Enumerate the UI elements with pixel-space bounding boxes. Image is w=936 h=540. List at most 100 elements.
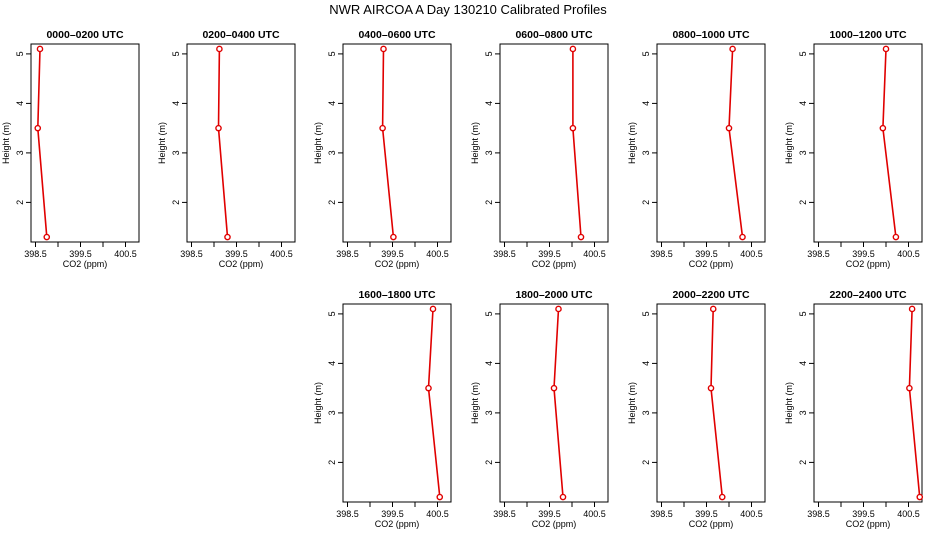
- panel-10: 2200–2400 UTC 398.5 399.5 400.5 2 3 4 5 CO2 (ppm…: [784, 289, 924, 529]
- x-tick-label: 400.5: [897, 509, 920, 519]
- x-axis-label: CO2 (ppm): [219, 259, 264, 269]
- profile-line: [217, 48, 229, 238]
- plot-frame: [342, 43, 452, 243]
- panel-6: 1000–1200 UTC 398.5 399.5 400.5 2 3 4 5 CO2 (ppm…: [784, 29, 923, 269]
- data-point: [390, 233, 397, 241]
- panel-title: 0800–1000 UTC: [672, 29, 749, 41]
- panel-3: 0400–0600 UTC 398.5 399.5 400.5 2 3 4 5 CO2 (ppm…: [313, 29, 452, 269]
- profile-line: [882, 48, 897, 238]
- data-point: [550, 384, 558, 392]
- x-tick-label: 398.5: [807, 249, 830, 259]
- y-tick-label: 2: [484, 200, 494, 205]
- x-tick-label: 398.5: [336, 249, 359, 259]
- plot-frame: [499, 303, 609, 503]
- data-point: [729, 45, 736, 53]
- y-tick-label: 2: [798, 460, 808, 465]
- x-tick-label: 400.5: [583, 509, 606, 519]
- profile-line: [908, 308, 921, 498]
- data-point: [34, 124, 42, 132]
- data-point: [577, 233, 585, 241]
- plot-frame: [813, 303, 923, 503]
- panel-title: 1600–1800 UTC: [358, 289, 435, 301]
- y-tick-label: 5: [484, 51, 494, 56]
- y-tick-label: 5: [327, 311, 337, 316]
- profile-line: [572, 49, 582, 238]
- y-tick-label: 3: [327, 410, 337, 415]
- x-axis-label: CO2 (ppm): [846, 519, 891, 529]
- data-point: [916, 493, 924, 501]
- y-tick-label: 5: [641, 311, 651, 316]
- x-tick-label: 398.5: [493, 509, 516, 519]
- y-tick-label: 3: [798, 150, 808, 155]
- data-point: [569, 45, 577, 53]
- y-tick-label: 2: [327, 200, 337, 205]
- y-axis-label: Height (m): [313, 122, 323, 164]
- x-tick-label: 398.5: [650, 249, 673, 259]
- profile-line: [553, 308, 564, 498]
- y-axis-label: Height (m): [470, 382, 480, 424]
- y-tick-label: 5: [798, 311, 808, 316]
- x-tick-label: 399.5: [695, 509, 718, 519]
- x-tick-label: 400.5: [583, 249, 606, 259]
- data-point: [429, 305, 437, 313]
- x-axis-label: CO2 (ppm): [375, 519, 420, 529]
- data-point: [380, 45, 387, 53]
- x-tick-label: 399.5: [852, 249, 875, 259]
- y-tick-label: 5: [798, 51, 808, 56]
- data-point: [379, 124, 386, 132]
- profile-line: [427, 308, 441, 498]
- x-tick-label: 399.5: [695, 249, 718, 259]
- panel-2: 0200–0400 UTC 398.5 399.5 400.5 2 3 4 5 CO2 (ppm…: [157, 29, 296, 269]
- x-tick-label: 400.5: [740, 509, 763, 519]
- panel-title: 0000–0200 UTC: [46, 29, 123, 41]
- panel-5: 0800–1000 UTC 398.5 399.5 400.5 2 3 4 5 CO2 (ppm…: [627, 29, 766, 269]
- panel-title: 2000–2200 UTC: [672, 289, 749, 301]
- y-tick-label: 3: [15, 150, 25, 155]
- profile-line: [36, 48, 48, 238]
- plot-frame: [656, 303, 766, 503]
- y-tick-label: 4: [798, 101, 808, 106]
- x-tick-label: 400.5: [897, 249, 920, 259]
- data-point: [908, 305, 916, 313]
- y-axis-label: Height (m): [470, 122, 480, 164]
- panel-title: 0600–0800 UTC: [515, 29, 592, 41]
- data-point: [906, 384, 913, 392]
- data-point: [43, 233, 51, 241]
- x-tick-label: 399.5: [538, 509, 561, 519]
- data-point: [882, 45, 890, 53]
- panel-title: 0400–0600 UTC: [358, 29, 435, 41]
- profile-line: [710, 308, 724, 498]
- profile-line: [381, 48, 395, 238]
- y-tick-label: 4: [641, 101, 651, 106]
- x-tick-label: 399.5: [225, 249, 248, 259]
- panel-title: 2200–2400 UTC: [829, 289, 906, 301]
- x-tick-label: 400.5: [426, 509, 449, 519]
- figure-title: NWR AIRCOA A Day 130210 Calibrated Profi…: [329, 2, 607, 17]
- profile-line: [728, 48, 744, 238]
- x-tick-label: 398.5: [180, 249, 203, 259]
- y-tick-label: 3: [484, 410, 494, 415]
- x-tick-label: 400.5: [740, 249, 763, 259]
- data-point: [224, 233, 231, 241]
- data-point: [707, 384, 715, 392]
- x-tick-label: 399.5: [852, 509, 875, 519]
- y-tick-label: 3: [327, 150, 337, 155]
- x-axis-label: CO2 (ppm): [689, 259, 734, 269]
- y-tick-label: 3: [171, 150, 181, 155]
- y-tick-label: 4: [15, 101, 25, 106]
- y-tick-label: 3: [798, 410, 808, 415]
- data-point: [892, 233, 900, 241]
- y-tick-label: 4: [327, 361, 337, 366]
- y-tick-label: 3: [641, 410, 651, 415]
- x-tick-label: 398.5: [24, 249, 47, 259]
- data-point: [215, 124, 222, 132]
- panel-8: 1800–2000 UTC 398.5 399.5 400.5 2 3 4 5 CO2 (ppm…: [470, 289, 609, 529]
- data-point: [425, 384, 432, 392]
- panel-title: 1800–2000 UTC: [515, 289, 592, 301]
- panel-title: 0200–0400 UTC: [202, 29, 279, 41]
- y-tick-label: 3: [484, 150, 494, 155]
- plot-frame: [499, 43, 609, 243]
- x-axis-label: CO2 (ppm): [689, 519, 734, 529]
